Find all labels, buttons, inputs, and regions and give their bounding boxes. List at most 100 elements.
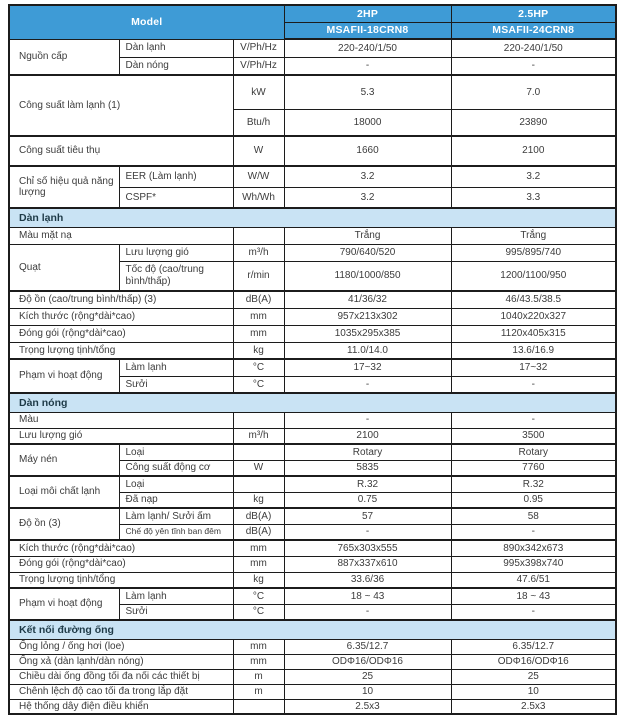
row-label: Độ ồn (cao/trung bình/thấp) (3): [8, 290, 234, 309]
table-row: Nguồn cấp Dàn lạnh V/Ph/Hz 220-240/1/50 …: [8, 38, 617, 76]
row-sublabel: Tốc độ (cao/trung bình/thấp): [118, 260, 234, 292]
table-row: Độ ồn (3) Làm lạnh/ Sưởi ấm dB(A) 57 58: [8, 507, 617, 541]
unit-cell: kg: [232, 491, 285, 509]
value-2hp: 3.2: [283, 186, 452, 209]
hp-header-2hp: 2HP: [283, 4, 452, 23]
section-header-ket-noi-duong-ong: Kết nối đường ống: [8, 619, 617, 640]
value-2hp: -: [283, 603, 452, 621]
value-25hp: 1200/1100/950: [450, 260, 617, 292]
value-2hp: 887x337x610: [283, 555, 452, 573]
table-row: Máy nén Loại Rotary Rotary: [8, 443, 617, 477]
table-row: Màu mặt nạ Trắng Trắng: [8, 226, 617, 245]
unit-cell: mm: [232, 555, 285, 573]
unit-cell: m: [232, 668, 285, 685]
model-code-25hp: MSAFII-24CRN8: [450, 21, 617, 40]
unit-cell: mm: [232, 539, 285, 557]
table-row: Ống lỏng / ống hơi (loe) mm 6.35/12.7 6.…: [8, 638, 617, 655]
value-2hp: 5835: [283, 459, 452, 477]
unit-cell: W: [232, 459, 285, 477]
value-2hp: 1180/1000/850: [283, 260, 452, 292]
unit-cell: mm: [232, 307, 285, 326]
unit-cell: mm: [232, 638, 285, 655]
value-25hp: 17~32: [450, 358, 617, 377]
value-2hp: 3.2: [283, 165, 452, 188]
value-2hp: 957x213x302: [283, 307, 452, 326]
value-2hp: 0.75: [283, 491, 452, 509]
row-label: Chênh lệch độ cao tối đa trong lắp đặt: [8, 683, 234, 700]
row-sublabel: Sưởi: [118, 375, 234, 394]
value-25hp: 1120x405x315: [450, 324, 617, 343]
unit-cell: °C: [232, 603, 285, 621]
row-label: Màu: [8, 411, 234, 429]
table-row: Kích thước (rộng*dài*cao) mm 957x213x302…: [8, 307, 617, 326]
unit-cell: Btu/h: [232, 108, 285, 137]
unit-cell: m³/h: [232, 427, 285, 445]
value-25hp: -: [450, 411, 617, 429]
row-sublabel: Làm lạnh/ Sưởi ấm: [118, 507, 234, 525]
table-row: Sưởi °C - -: [9, 603, 617, 621]
table-row: Đóng gói (rộng*dài*cao) mm 887x337x610 9…: [8, 555, 617, 573]
value-2hp: 10: [283, 683, 452, 700]
row-label: Kích thước (rộng*dài*cao): [8, 307, 234, 326]
table-row: Màu - -: [8, 411, 617, 429]
value-2hp: 18000: [283, 108, 452, 137]
value-2hp: -: [283, 56, 452, 76]
row-sublabel: Dàn lạnh: [118, 38, 234, 58]
spec-sheet: Model 2HP 2.5HP MSAFII-18CRN8 MSAFII-24C…: [8, 4, 618, 715]
table-row: Chỉ số hiệu quả năng lượng EER (Làm lạnh…: [8, 165, 617, 209]
unit-cell: m: [232, 683, 285, 700]
row-sublabel: Loại: [118, 443, 234, 461]
unit-cell: °C: [232, 375, 285, 394]
row-label: Đóng gói (rộng*dài*cao): [8, 555, 234, 573]
row-label: Lưu lượng gió: [8, 427, 234, 445]
value-2hp: 41/36/32: [283, 290, 452, 309]
value-2hp: 33.6/36: [283, 571, 452, 589]
unit-cell: dB(A): [232, 523, 285, 541]
value-25hp: 3500: [450, 427, 617, 445]
value-25hp: 13.6/16.9: [450, 341, 617, 360]
value-2hp: Rotary: [283, 443, 452, 461]
value-25hp: 3.3: [450, 186, 617, 209]
table-row: Phạm vi hoạt động Làm lạnh °C 18 ~ 43 18…: [8, 587, 617, 621]
model-header-cell: Model: [8, 4, 285, 40]
value-25hp: 18 ~ 43: [450, 587, 617, 605]
row-label: Màu mặt nạ: [8, 226, 234, 245]
value-25hp: -: [450, 375, 617, 394]
value-2hp: 765x303x555: [283, 539, 452, 557]
row-sublabel: EER (Làm lạnh): [118, 165, 234, 188]
value-25hp: 1040x220x327: [450, 307, 617, 326]
unit-cell: Wh/Wh: [232, 186, 285, 209]
value-2hp: 2.5x3: [283, 698, 452, 715]
value-25hp: 47.6/51: [450, 571, 617, 589]
row-label: Trọng lượng tịnh/tổng: [8, 341, 234, 360]
row-label: Trọng lượng tịnh/tổng: [8, 571, 234, 589]
row-label: Máy nén: [8, 443, 120, 477]
value-25hp: 2100: [450, 135, 617, 167]
value-2hp: 17~32: [283, 358, 452, 377]
row-label: Phạm vi hoạt động: [8, 358, 120, 394]
unit-cell: dB(A): [232, 507, 285, 525]
row-label: Kích thước (rộng*dài*cao): [8, 539, 234, 557]
row-label: Quạt: [8, 243, 120, 292]
unit-cell: [232, 475, 285, 493]
row-sublabel: Đã nạp: [118, 491, 234, 509]
value-25hp: 7.0: [450, 74, 617, 110]
header-row-hp: Model 2HP 2.5HP: [8, 4, 617, 40]
value-25hp: -: [450, 603, 617, 621]
value-25hp: R.32: [450, 475, 617, 493]
row-sublabel: Làm lạnh: [118, 587, 234, 605]
unit-cell: [232, 443, 285, 461]
spec-table: Model 2HP 2.5HP MSAFII-18CRN8 MSAFII-24C…: [8, 4, 618, 715]
table-row: Chênh lệch độ cao tối đa trong lắp đặt m…: [8, 683, 617, 700]
section-header-dan-lanh: Dàn lạnh: [8, 207, 617, 228]
value-2hp: 790/640/520: [283, 243, 452, 262]
unit-cell: W/W: [232, 165, 285, 188]
section-header-dan-nong: Dàn nóng: [8, 392, 617, 413]
value-2hp: -: [283, 411, 452, 429]
table-row: Công suất tiêu thụ W 1660 2100: [8, 135, 617, 167]
table-row: Tốc độ (cao/trung bình/thấp) r/min 1180/…: [9, 260, 617, 292]
row-sublabel: Sưởi: [118, 603, 234, 621]
value-2hp: 18 ~ 43: [283, 587, 452, 605]
row-label: Loại môi chất lạnh: [8, 475, 120, 509]
value-25hp: 0.95: [450, 491, 617, 509]
